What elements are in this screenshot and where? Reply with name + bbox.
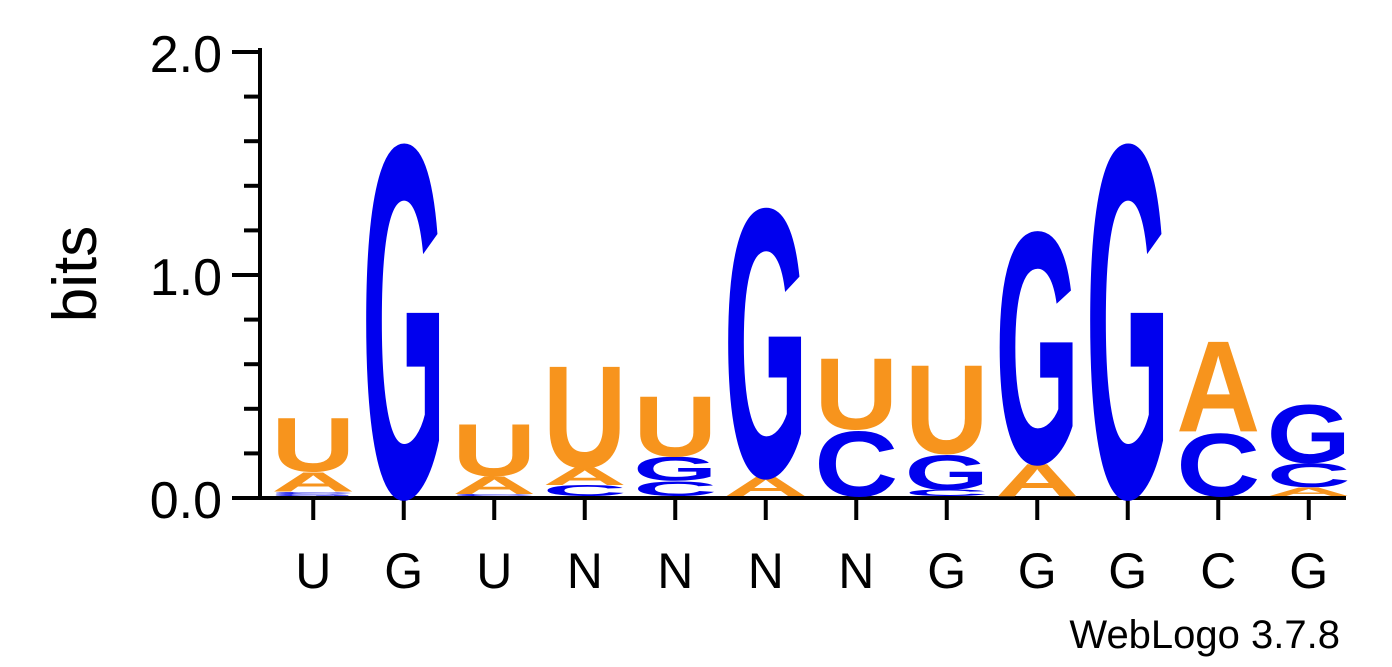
logo-letter-A-pos6: A (724, 471, 808, 502)
position-label-1: U (295, 543, 331, 599)
position-label-6: N (748, 543, 784, 599)
logo-letter-C-pos12: C (1267, 456, 1351, 494)
logo-letter-A-pos1: A (271, 466, 355, 497)
logo-letter-G-pos9: G (995, 164, 1079, 534)
logo-letter-C-pos3: C (452, 493, 536, 496)
position-label-5: N (657, 543, 693, 599)
position-label-10: G (1108, 543, 1147, 599)
logo-letter-C-pos8: C (905, 488, 989, 498)
position-label-2: G (384, 543, 423, 599)
position-label-12: G (1289, 543, 1328, 599)
y-ticks (232, 50, 260, 500)
y-axis-tick-label-1: 1.0 (150, 249, 222, 307)
logo-letter-U-pos8: U (905, 339, 989, 481)
logo-letter-G-pos1: G (271, 493, 355, 496)
logo-letter-C-pos5: C (633, 476, 717, 500)
y-axis-tick-label-2: 2.0 (150, 26, 222, 84)
position-label-8: G (927, 543, 966, 599)
logo-letter-U-pos5: U (633, 377, 717, 474)
logo-letter-A-pos4: A (543, 462, 627, 490)
x-ticks (311, 498, 1311, 520)
logo-letter-A-pos12: A (1267, 485, 1351, 499)
logo-letter-C-pos11: C (1176, 416, 1260, 516)
logo-letter-A-pos3: A (452, 471, 536, 499)
y-axis-title: bits (41, 226, 110, 322)
position-label-11: C (1200, 543, 1236, 599)
y-axis: 0.0 1.0 2.0 bits (41, 26, 262, 530)
logo-letter-G-pos8: G (905, 444, 989, 499)
logo-letter-C-pos4: C (543, 482, 627, 499)
logo-letter-G-pos2: G (362, 41, 446, 604)
position-label-7: N (838, 543, 874, 599)
logo-letter-U-pos3: U (452, 409, 536, 492)
logo-letter-A-pos9: A (995, 454, 1079, 506)
weblogo-credit: WebLogo 3.7.8 (1069, 613, 1340, 657)
logo-letter-G-pos12: G (1267, 388, 1351, 481)
logo-letter-U-pos7: U (814, 338, 898, 452)
position-label-9: G (1018, 543, 1057, 599)
logo-letter-A-pos11: A (1176, 314, 1260, 459)
logo-letter-C-pos1: C (271, 491, 355, 494)
logo-letter-G-pos10: G (1086, 41, 1170, 604)
logo-letter-G-pos6: G (724, 129, 808, 558)
y-axis-tick-label-0: 0.0 (150, 472, 222, 530)
position-label-3: U (476, 543, 512, 599)
position-label-4: N (567, 543, 603, 599)
logo-letter-U-pos1: U (271, 402, 355, 488)
logo-letter-C-pos7: C (814, 413, 898, 516)
logo-letter-U-pos4: U (543, 336, 627, 498)
logo-letter-G-pos5: G (633, 450, 717, 488)
